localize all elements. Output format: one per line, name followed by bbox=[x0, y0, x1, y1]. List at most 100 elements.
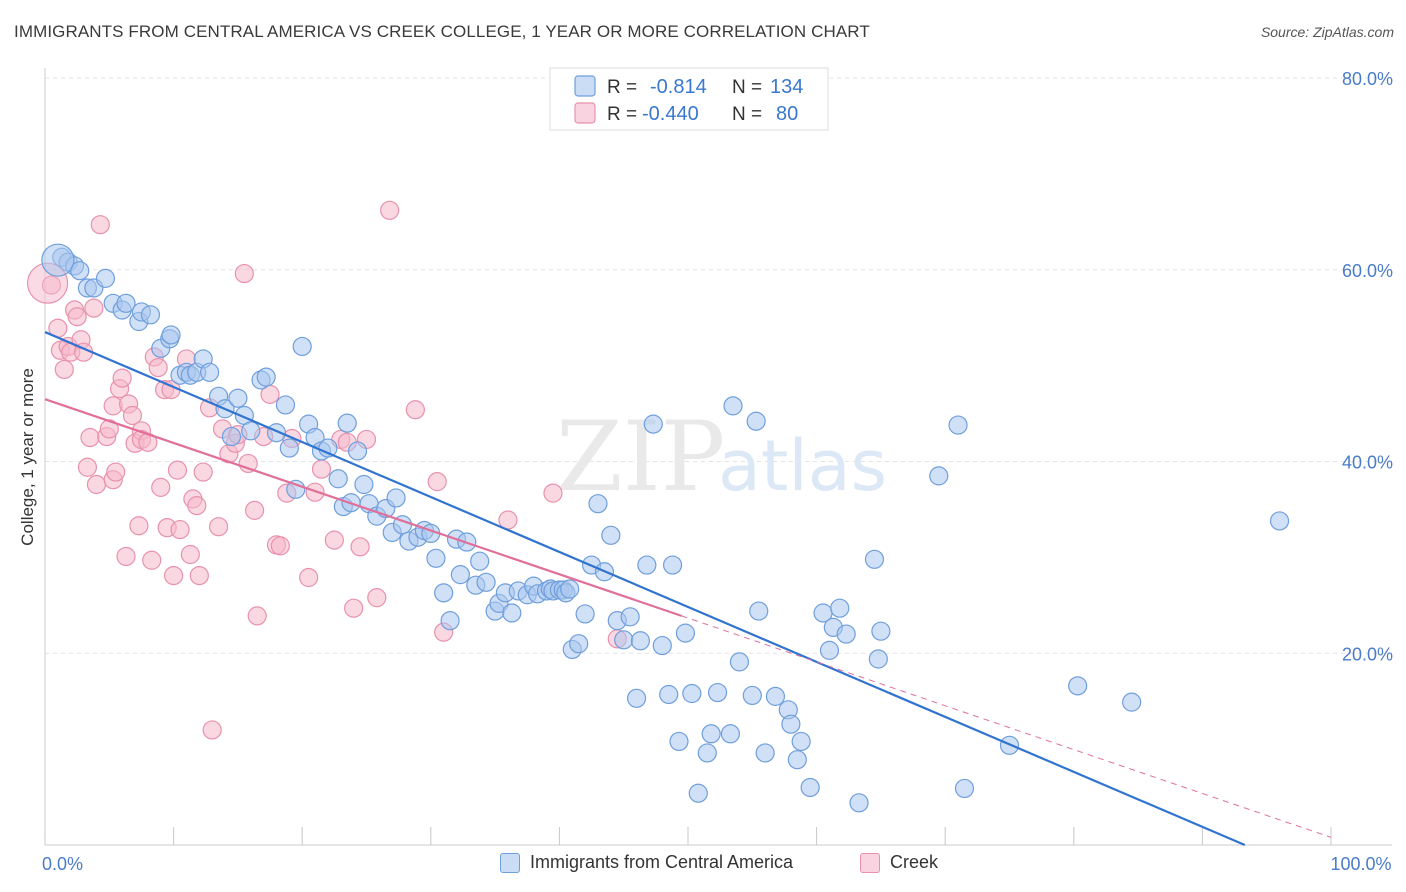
creek-point-3 bbox=[54, 359, 74, 380]
legend-n-label-2: N = bbox=[732, 104, 762, 125]
central-america-point-83 bbox=[588, 494, 608, 514]
creek-point-78 bbox=[543, 483, 563, 503]
watermark: ZIP atlas bbox=[556, 401, 887, 513]
central-america-point-106 bbox=[742, 685, 762, 706]
central-america-point-41 bbox=[337, 413, 357, 433]
creek-point-19 bbox=[106, 462, 126, 482]
swatch-blue bbox=[500, 852, 520, 873]
central-america-point-103 bbox=[720, 724, 741, 744]
creek-point-37 bbox=[164, 565, 184, 586]
central-america-point-large bbox=[41, 243, 75, 277]
central-america-point-12 bbox=[140, 305, 161, 325]
central-america-point-123 bbox=[868, 649, 888, 669]
y-tick-label-1: 40.0% bbox=[1342, 453, 1393, 473]
central-america-point-122 bbox=[864, 549, 885, 569]
central-america-point-117 bbox=[819, 640, 840, 660]
central-america-point-94 bbox=[659, 684, 679, 705]
creek-point-30 bbox=[142, 550, 162, 570]
central-america-point-32 bbox=[279, 438, 299, 458]
creek-point-10 bbox=[77, 457, 98, 477]
central-america-point-3 bbox=[70, 261, 90, 281]
creek-points bbox=[26, 200, 627, 740]
x-tick-label-0: 0.0% bbox=[42, 854, 83, 874]
central-america-point-9 bbox=[116, 293, 136, 313]
central-america-point-115 bbox=[800, 777, 820, 798]
central-america-point-27 bbox=[241, 421, 261, 441]
central-america-point-25 bbox=[228, 388, 248, 408]
central-america-point-121 bbox=[849, 793, 869, 813]
central-america-point-49 bbox=[386, 488, 406, 508]
central-america-point-125 bbox=[929, 466, 949, 486]
legend-swatch-blue bbox=[574, 75, 596, 97]
creek-point-43 bbox=[187, 496, 207, 516]
creek-point-7 bbox=[67, 307, 87, 327]
creek-point-16 bbox=[99, 419, 119, 439]
central-america-point-112 bbox=[781, 714, 801, 734]
central-america-point-92 bbox=[643, 414, 663, 434]
central-america-point-120 bbox=[836, 624, 856, 644]
creek-trend-extension bbox=[681, 615, 1332, 838]
central-america-point-6 bbox=[95, 268, 116, 288]
central-america-point-93 bbox=[652, 635, 672, 656]
creek-point-47 bbox=[202, 720, 222, 740]
central-america-point-130 bbox=[1122, 692, 1142, 712]
legend-box bbox=[549, 67, 829, 131]
x-tick-labels: 0.0% 100.0% bbox=[42, 854, 1392, 874]
central-america-point-34 bbox=[292, 336, 312, 357]
creek-point-41 bbox=[180, 544, 200, 565]
central-america-point-24 bbox=[221, 426, 242, 447]
central-america-point-90 bbox=[630, 631, 651, 651]
central-america-point-95 bbox=[662, 555, 683, 575]
central-america-point-126 bbox=[948, 415, 968, 435]
central-america-point-97 bbox=[675, 623, 696, 643]
creek-point-65 bbox=[311, 459, 332, 479]
central-america-point-80 bbox=[569, 634, 589, 654]
central-america-point-114 bbox=[791, 731, 811, 752]
central-america-point-43 bbox=[347, 441, 368, 461]
central-america-point-59 bbox=[450, 565, 470, 585]
central-america-point-124 bbox=[871, 621, 891, 641]
central-america-point-33 bbox=[286, 479, 306, 499]
central-america-point-107 bbox=[746, 411, 766, 431]
central-america-point-100 bbox=[697, 743, 717, 763]
legend-label-creek: Creek bbox=[890, 852, 939, 872]
watermark-atlas: atlas bbox=[718, 425, 887, 507]
correlation-legend: R = -0.814 N = 134 R = -0.440 N = 80 bbox=[549, 67, 829, 131]
y-tick-label-2: 60.0% bbox=[1342, 261, 1393, 281]
legend-n-value-1: 134 bbox=[770, 76, 803, 98]
creek-point-69 bbox=[344, 598, 364, 618]
y-tick-labels: 20.0% 40.0% 60.0% 80.0% bbox=[1342, 69, 1393, 664]
central-america-point-85 bbox=[601, 525, 621, 545]
trend-lines bbox=[44, 331, 1332, 847]
central-america-point-31 bbox=[275, 395, 296, 415]
legend-item-creek: Creek bbox=[860, 852, 938, 873]
x-tick-label-1: 100.0% bbox=[1330, 854, 1391, 874]
creek-point-21 bbox=[112, 368, 132, 388]
creek-point-22 bbox=[116, 546, 136, 567]
creek-point-11 bbox=[80, 427, 100, 448]
swatch-pink bbox=[860, 852, 880, 873]
creek-point-14 bbox=[90, 215, 110, 235]
central-america-point-108 bbox=[749, 601, 769, 621]
y-tick-label-3: 80.0% bbox=[1342, 69, 1393, 89]
creek-point-73 bbox=[380, 200, 400, 220]
central-america-point-81 bbox=[575, 604, 595, 624]
central-america-point-67 bbox=[502, 603, 522, 623]
central-america-point-96 bbox=[669, 731, 689, 752]
central-america-point-89 bbox=[626, 688, 647, 708]
source-credit: Source: ZipAtlas.com bbox=[1260, 24, 1394, 40]
central-america-trend-line bbox=[44, 331, 1246, 847]
central-america-point-63 bbox=[476, 572, 496, 592]
central-america-point-15 bbox=[161, 325, 181, 345]
central-america-point-91 bbox=[637, 555, 657, 575]
central-america-point-102 bbox=[707, 682, 728, 703]
creek-point-48 bbox=[209, 517, 229, 537]
creek-point-66 bbox=[324, 530, 344, 550]
central-america-point-99 bbox=[688, 783, 708, 803]
central-america-point-105 bbox=[729, 652, 750, 672]
legend-r-label-1: R = bbox=[607, 77, 637, 98]
grid-lines bbox=[45, 77, 1392, 654]
legend-r-value-2: -0.440 bbox=[642, 103, 699, 125]
y-tick-label-0: 20.0% bbox=[1342, 644, 1393, 664]
